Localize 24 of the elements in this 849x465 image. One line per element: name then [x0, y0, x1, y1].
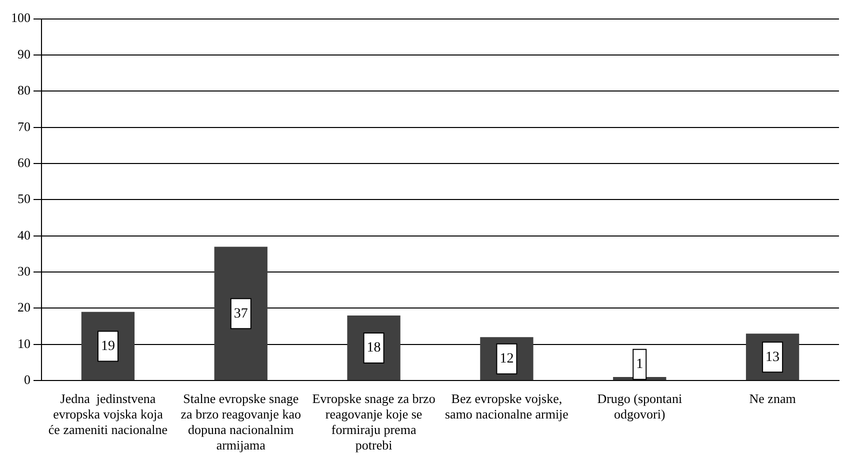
x-tick-label: Ne znam — [749, 390, 796, 406]
y-tick-label: 100 — [11, 10, 30, 26]
y-tick-label: 50 — [18, 191, 30, 206]
y-tick-label: 10 — [18, 336, 30, 351]
y-tick-label: 0 — [24, 372, 30, 388]
y-tick-label: 30 — [18, 263, 30, 278]
y-tick-label: 60 — [18, 154, 30, 170]
y-tick-label: 80 — [18, 82, 30, 98]
x-tick-label: Bez evropske vojske, samo nacionalne armije — [444, 390, 569, 422]
x-tick-label: Evropske snage za brzo reagovanje koje se formiraju prema potrebi — [312, 390, 436, 453]
x-tick-label: Drugo (spontani odgovori) — [597, 390, 682, 422]
y-tick-label: 40 — [18, 227, 30, 242]
y-tick-label: 70 — [18, 118, 30, 134]
data-label: 37 — [234, 306, 248, 322]
data-label: 18 — [366, 340, 381, 356]
x-tick-label: Jedna jedinstvena evropska vojska koja će zameniti nacionalne — [48, 390, 168, 438]
data-label: 12 — [500, 352, 514, 367]
y-tick-label: 90 — [18, 46, 30, 62]
x-tick-label: Stalne evropske snage za brzo reagovanje kao dopuna nacionalnim armijama — [180, 390, 301, 453]
data-label: 19 — [100, 338, 115, 354]
data-label: 1 — [636, 356, 644, 372]
bar — [214, 246, 268, 380]
y-tick-label: 20 — [18, 300, 30, 315]
data-label: 13 — [766, 350, 780, 365]
